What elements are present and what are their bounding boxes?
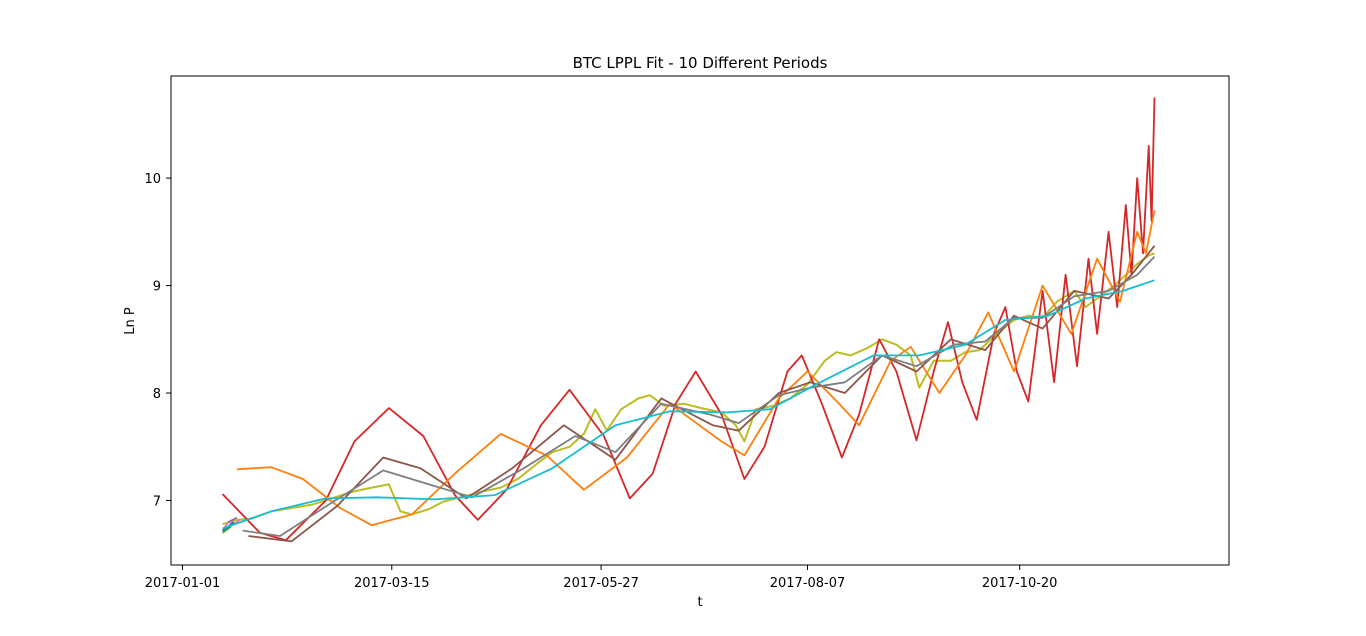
series-line-4 (242, 255, 1156, 537)
y-axis: 7 8 9 10 (144, 172, 171, 510)
x-tick-label-4: 2017-10-20 (982, 576, 1058, 591)
series-line-2 (236, 210, 1156, 527)
series-layer (221, 97, 1156, 543)
chart-title: BTC LPPL Fit - 10 Different Periods (573, 54, 828, 72)
y-tick-label-3: 10 (144, 172, 161, 187)
y-tick-label-2: 9 (153, 280, 161, 295)
series-line-3 (248, 245, 1156, 543)
y-tick-label-1: 8 (153, 387, 161, 402)
x-axis: 2017-01-01 2017-03-15 2017-05-27 2017-08-07… (145, 565, 1058, 591)
x-tick-label-0: 2017-01-01 (145, 576, 221, 591)
x-axis-label: t (697, 595, 702, 610)
x-tick-label-2: 2017-05-27 (563, 576, 639, 591)
x-tick-label-3: 2017-08-07 (770, 576, 846, 591)
series-line-9 (222, 279, 1155, 530)
y-axis-label: Ln P (123, 307, 138, 335)
series-line-8 (222, 525, 232, 534)
y-tick-label-0: 7 (153, 495, 161, 510)
x-tick-label-1: 2017-03-15 (354, 576, 430, 591)
series-line-0 (222, 252, 1155, 526)
plot-frame (170, 75, 1230, 566)
series-line-7 (227, 516, 238, 523)
series-line-1 (221, 97, 1156, 542)
